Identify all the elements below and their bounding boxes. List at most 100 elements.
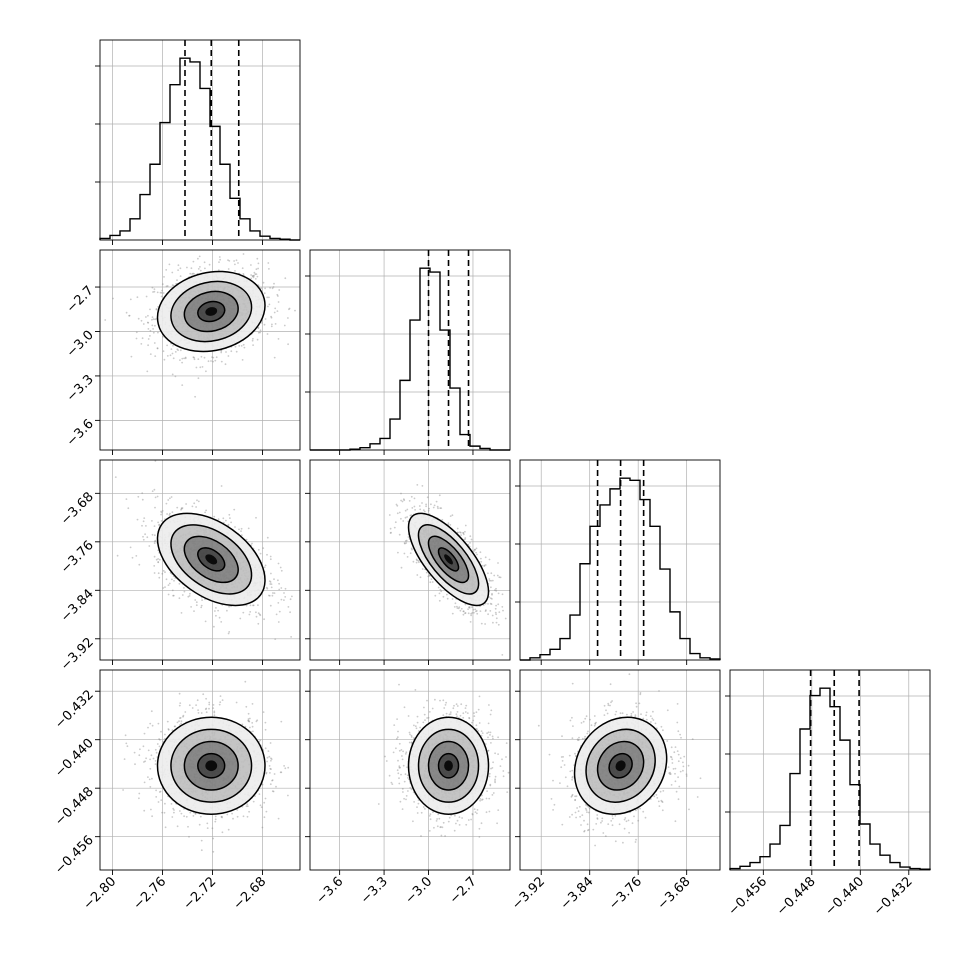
scatter-point [474,548,477,551]
scatter-point [433,504,436,507]
scatter-point [200,606,203,609]
scatter-point [157,801,160,803]
scatter-point [422,509,425,511]
scatter-point [438,494,441,497]
scatter-point [252,604,255,607]
scatter-point [218,256,221,258]
scatter-point [160,295,163,298]
scatter-point [145,525,147,527]
scatter-point [228,605,231,608]
scatter-point [249,611,252,613]
scatter-point [141,498,144,501]
scatter-point [269,583,272,585]
scatter-point [280,569,283,572]
panel-frame [519,459,721,661]
scatter-point [146,370,149,373]
scatter-point [487,572,489,575]
scatter-point [269,558,272,561]
scatter-point [257,604,259,606]
scatter-point [153,290,156,293]
x-tick-label: −0.456 [726,874,771,919]
scatter-point [218,261,220,263]
scatter-point [148,778,151,781]
scatter-point [135,555,138,557]
scatter-point [162,292,165,294]
scatter-point [221,831,224,834]
scatter-point [187,595,190,598]
scatter-point [263,292,266,295]
scatter-point [259,739,262,742]
scatter-point [180,507,183,510]
scatter-point [135,337,138,340]
scatter-point [199,266,201,268]
scatter-point [495,621,498,624]
scatter-point [190,267,193,270]
scatter-point [217,269,220,271]
scatter-point [402,498,405,501]
panel-frame [99,459,301,661]
scatter-point [154,506,156,509]
scatter-point [155,308,158,311]
scatter-point [284,587,287,590]
scatter-point [245,604,248,607]
y-tick-label: −3.92 [58,635,97,674]
scatter-point [270,316,273,319]
scatter-point [136,518,139,521]
scatter-point [417,559,420,562]
scatter-point [139,748,141,751]
scatter-point [192,356,195,359]
scatter-point [162,569,165,572]
scatter-point [405,539,408,542]
scatter-point [460,534,462,536]
scatter-point [491,579,494,582]
scatter-point [491,593,493,596]
scatter-point [154,460,157,462]
scatter-point [168,263,171,266]
scatter-point [400,566,403,569]
scatter-point [263,566,266,569]
scatter-point [141,337,144,340]
scatter-point [255,516,257,519]
scatter-point [257,326,260,329]
scatter-point [490,586,492,589]
scatter-point [153,555,156,558]
scatter-point [197,500,200,503]
scatter-point [212,707,215,709]
scatter-point [247,527,250,530]
scatter-point [143,809,146,812]
y-tick-label: −2.7 [64,283,97,316]
scatter-point [495,604,497,607]
scatter-point [205,711,208,714]
scatter-point [156,743,159,745]
panel-frame [309,249,511,451]
scatter-point [157,521,160,524]
scatter-point [279,566,282,569]
scatter-point [272,592,274,594]
scatter-point [412,560,415,563]
scatter-point [167,593,170,596]
scatter-point [467,612,470,615]
scatter-point [168,514,171,516]
scatter-point [265,586,268,589]
scatter-point [176,348,179,351]
contour-line [197,300,226,323]
scatter-point [199,366,202,369]
scatter-point [205,509,208,512]
y-tick-label: −3.0 [64,328,97,361]
scatter-point [290,636,292,638]
scatter-point [458,606,461,608]
scatter-point [283,599,285,601]
scatter-point [294,309,296,312]
scatter-point [137,317,140,320]
scatter-point [147,338,150,340]
scatter-point [406,508,409,511]
scatter-point [472,608,475,611]
scatter-point [277,301,280,303]
scatter-point [397,551,399,554]
scatter-point [275,613,278,616]
scatter-point [451,612,454,615]
scatter-point [489,597,492,600]
scatter-point [234,270,236,272]
scatter-point [243,346,246,349]
scatter-point [389,532,392,534]
